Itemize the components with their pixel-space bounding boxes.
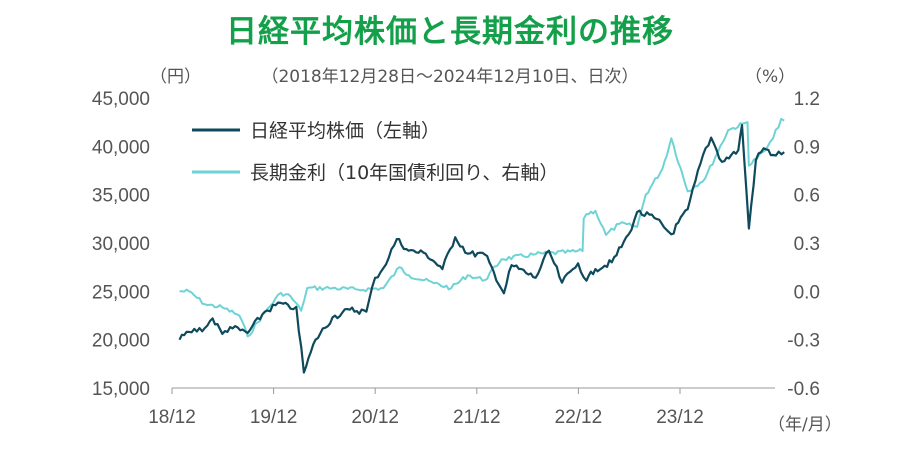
chart-subtitle: （2018年12月28日～2024年12月10日、日次）: [261, 67, 639, 87]
left-tick-label: 45,000: [92, 89, 150, 110]
right-tick-label: -0.3: [787, 331, 820, 352]
x-tick-label: 23/12: [656, 407, 704, 428]
left-tick-label: 35,000: [92, 186, 150, 207]
legend-label: 日経平均株価（左軸）: [250, 120, 440, 142]
left-tick-label: 40,000: [92, 137, 150, 158]
left-tick-label: 20,000: [92, 331, 150, 352]
left-axis-unit: （円）: [150, 67, 201, 87]
legend-label: 長期金利（10年国債利回り、右軸）: [250, 162, 558, 184]
legend: 日経平均株価（左軸） 長期金利（10年国債利回り、右軸）: [192, 120, 558, 184]
series-lines-group: [178, 117, 785, 374]
right-tick-label: 0.3: [794, 234, 820, 255]
series-line: [178, 124, 785, 374]
left-tick-label: 25,000: [92, 282, 150, 303]
x-tick-label: 22/12: [555, 407, 603, 428]
right-tick-label: 0.6: [794, 186, 820, 207]
chart-title: 日経平均株価と長期金利の推移: [226, 14, 674, 50]
right-tick-label: 0.0: [794, 282, 820, 303]
right-tick-label: 0.9: [794, 137, 820, 158]
x-tick-label: 21/12: [453, 407, 501, 428]
x-tick-label: 19/12: [250, 407, 298, 428]
right-tick-label: -0.6: [787, 379, 820, 400]
x-axis-unit: （年/月）: [768, 415, 842, 435]
left-tick-label: 15,000: [92, 379, 150, 400]
left-tick-label: 30,000: [92, 234, 150, 255]
series-line: [179, 117, 785, 338]
right-axis-unit: （%）: [745, 67, 796, 87]
right-tick-label: 1.2: [794, 89, 820, 110]
x-tick-label: 20/12: [351, 407, 399, 428]
x-tick-label: 18/12: [148, 407, 196, 428]
axes-group: 15,000 20,000 25,000 30,000 35,000 40,000 45,0…: [92, 89, 820, 428]
